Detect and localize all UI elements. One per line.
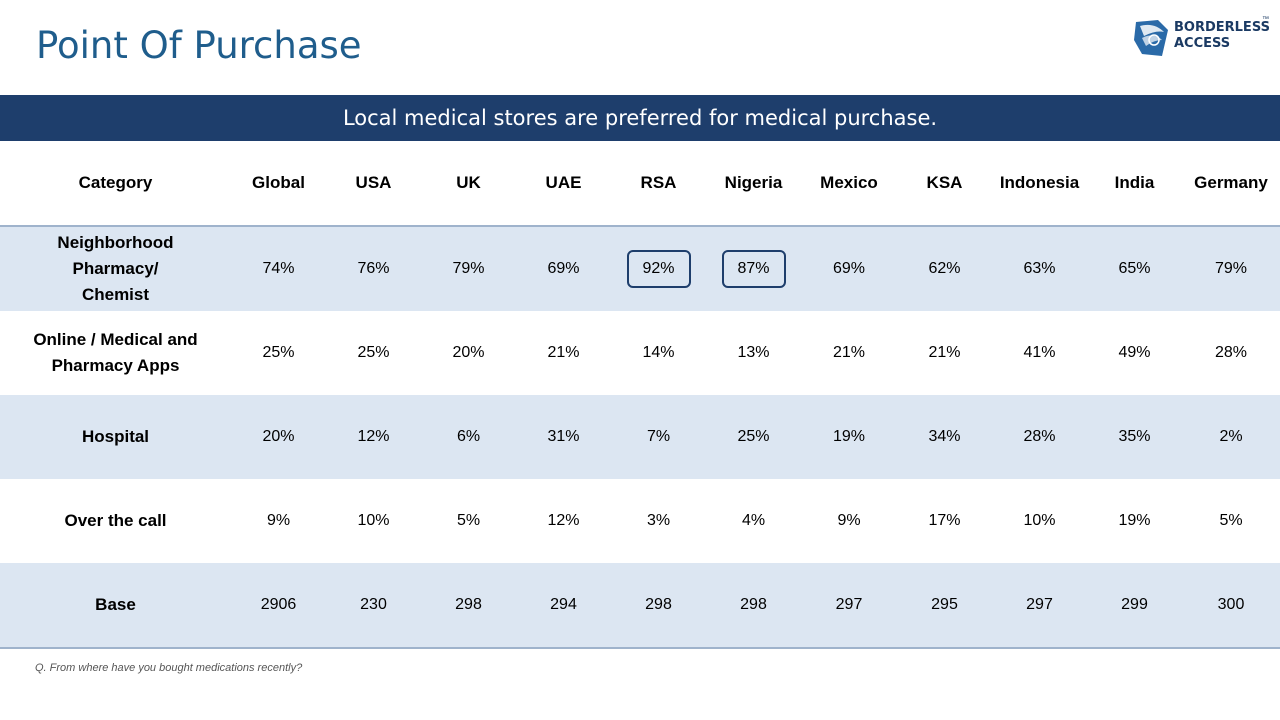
header-usa: USA xyxy=(326,141,421,227)
table-row: Over the call 9% 10% 5% 12% 3% 4% 9% 17% 10% 19% 5% xyxy=(0,479,1280,563)
table-row: Online / Medical and Pharmacy Apps 25% 25%… xyxy=(0,311,1280,395)
table-cell: 20% xyxy=(231,395,326,479)
table-cell: 3% xyxy=(646,512,671,529)
header-rsa: RSA xyxy=(611,141,706,227)
table-row: Neighborhood Pharmacy/ Chemist 74% 76% 79% 6… xyxy=(0,226,1280,311)
table-cell: 297 xyxy=(801,563,897,649)
highlight-box: 92% xyxy=(626,250,691,288)
table-cell: 25% xyxy=(262,344,295,361)
page-title: Point Of Purchase xyxy=(36,24,362,67)
table-row: Hospital 20% 12% 6% 31% 7% 25% 19% 34% 28% 35% 2% xyxy=(0,395,1280,479)
table-cell: 25% xyxy=(357,344,390,361)
table-cell: 4% xyxy=(741,512,766,529)
table-cell: 298 xyxy=(421,563,516,649)
header-category: Category xyxy=(0,141,231,227)
table-cell: 69% xyxy=(801,226,897,311)
row-label: Online / Medical and Pharmacy Apps xyxy=(33,330,198,375)
table-cell: 12% xyxy=(547,512,580,529)
table-cell: 31% xyxy=(516,395,611,479)
summary-banner: Local medical stores are preferred for m… xyxy=(0,95,1280,141)
table-cell: 2906 xyxy=(231,563,326,649)
table-cell: 69% xyxy=(516,226,611,311)
table-cell: 10% xyxy=(357,512,390,529)
table-cell: 299 xyxy=(1087,563,1182,649)
table-cell: 76% xyxy=(326,226,421,311)
header-germany: Germany xyxy=(1182,141,1280,227)
table-cell: 300 xyxy=(1182,563,1280,649)
header-global: Global xyxy=(231,141,326,227)
row-label: Neighborhood Pharmacy/ Chemist xyxy=(0,226,231,311)
table-cell: 5% xyxy=(1219,512,1243,529)
row-label: Hospital xyxy=(0,395,231,479)
logo-line1: BORDERLESS xyxy=(1174,20,1270,35)
table-row: Base 2906 230 298 294 298 298 297 295 297 299 300 xyxy=(0,563,1280,649)
borderless-access-logo: BORDERLESS ACCESS ™ xyxy=(1132,16,1272,60)
table-cell: 28% xyxy=(1214,344,1248,361)
table-cell: 79% xyxy=(1182,226,1280,311)
table-cell: 79% xyxy=(421,226,516,311)
highlight-box: 87% xyxy=(721,250,786,288)
table-cell: 74% xyxy=(231,226,326,311)
header-india: India xyxy=(1087,141,1182,227)
table-cell: 298 xyxy=(706,563,801,649)
table-cell: 6% xyxy=(421,395,516,479)
table-cell: 19% xyxy=(801,395,897,479)
logo-line2: ACCESS xyxy=(1174,36,1231,51)
table-cell: 19% xyxy=(1118,512,1151,529)
table-cell: 294 xyxy=(516,563,611,649)
table-cell: 21% xyxy=(547,344,580,361)
table-cell: 298 xyxy=(611,563,706,649)
table-header-row: Category Global USA UK UAE RSA Nigeria Mexico K… xyxy=(0,141,1280,227)
header-uk: UK xyxy=(421,141,516,227)
table-cell: 5% xyxy=(456,512,481,529)
table-cell: 35% xyxy=(1087,395,1182,479)
table-cell: 63% xyxy=(992,226,1087,311)
table-cell: 62% xyxy=(897,226,992,311)
table-cell: 9% xyxy=(837,512,861,529)
table-cell: 21% xyxy=(832,344,866,361)
table-cell: 7% xyxy=(611,395,706,479)
header-ksa: KSA xyxy=(897,141,992,227)
header-uae: UAE xyxy=(516,141,611,227)
table-cell: 230 xyxy=(326,563,421,649)
row-label: Over the call xyxy=(64,511,167,530)
table-cell: 2% xyxy=(1182,395,1280,479)
table-cell: 34% xyxy=(897,395,992,479)
table-cell-highlighted: 92% xyxy=(611,226,706,311)
table-cell: 41% xyxy=(1023,344,1056,361)
table-cell: 10% xyxy=(1023,512,1056,529)
table-cell: 14% xyxy=(642,344,675,361)
table-cell: 13% xyxy=(737,344,770,361)
table-cell: 12% xyxy=(326,395,421,479)
logo-globe-icon xyxy=(1134,20,1168,56)
header-mexico: Mexico xyxy=(801,141,897,227)
table-body: Neighborhood Pharmacy/ Chemist 74% 76% 79% 6… xyxy=(0,226,1280,649)
table-cell: 49% xyxy=(1118,344,1151,361)
table-cell: 297 xyxy=(992,563,1087,649)
table-cell: 65% xyxy=(1087,226,1182,311)
header-nigeria: Nigeria xyxy=(706,141,801,227)
purchase-table: Category Global USA UK UAE RSA Nigeria Mexico K… xyxy=(0,141,1280,649)
question-note: Q. From where have you bought medication… xyxy=(35,662,303,674)
table-cell: 20% xyxy=(452,344,485,361)
logo-trademark: ™ xyxy=(1262,16,1269,23)
table-cell: 21% xyxy=(928,344,961,361)
table-cell-highlighted: 87% xyxy=(706,226,801,311)
table-cell: 28% xyxy=(992,395,1087,479)
table-cell: 17% xyxy=(928,512,961,529)
table-cell: 295 xyxy=(897,563,992,649)
table-cell: 9% xyxy=(266,512,291,529)
row-label: Base xyxy=(0,563,231,649)
header-indonesia: Indonesia xyxy=(992,141,1087,227)
table-cell: 25% xyxy=(706,395,801,479)
